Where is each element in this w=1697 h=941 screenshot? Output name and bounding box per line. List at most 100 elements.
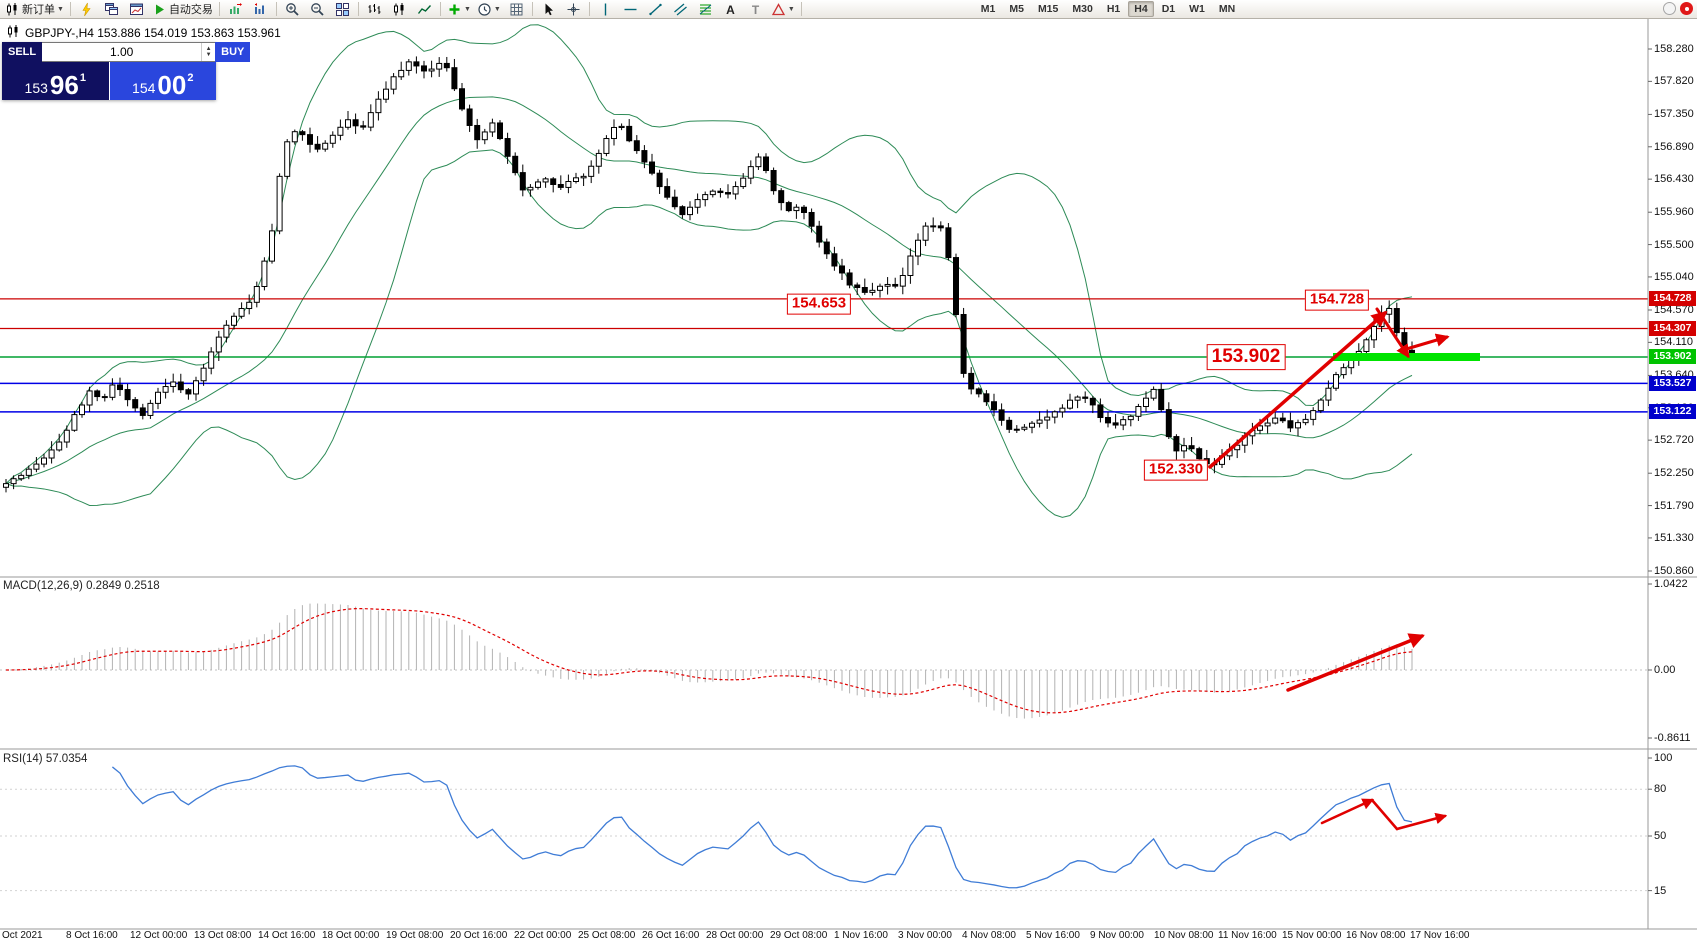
- volume-input[interactable]: [42, 43, 202, 61]
- volume-spinner[interactable]: ▲ ▼: [201, 43, 215, 61]
- sell-price-pips: 96: [49, 69, 79, 100]
- sell-price-main: 153: [24, 79, 48, 96]
- text-button[interactable]: A: [718, 0, 743, 19]
- vline-icon: [598, 2, 613, 17]
- candles-icon: [392, 2, 407, 17]
- grid-icon: [509, 2, 524, 17]
- one-click-trading-panel: SELL ▲ ▼ BUY 153 96 1 154 00 2: [2, 42, 251, 100]
- timeframe-M5[interactable]: M5: [1009, 3, 1024, 15]
- toolbar: 新订单 ▼ 自动交易 ▼ ▼ A T ▼ M1 M5 M15 M30 H1 H4 D1 W1 MN: [0, 0, 1697, 19]
- windows-icon: [104, 2, 119, 17]
- symbol-ohlc-text: GBPJPY-,H4 153.886 154.019 153.863 153.9…: [25, 26, 281, 40]
- line-chart-icon: [417, 2, 432, 17]
- trendline-button[interactable]: [643, 0, 668, 19]
- volume-field: ▲ ▼: [42, 42, 216, 62]
- buy-price[interactable]: 154 00 2: [109, 62, 216, 100]
- svg-text:T: T: [752, 3, 760, 17]
- buy-price-pips: 00: [157, 69, 187, 100]
- play-icon: [152, 2, 167, 17]
- spinner-up-icon[interactable]: ▲: [205, 46, 212, 52]
- shapes-button[interactable]: ▼: [768, 0, 798, 19]
- timeframe-H4[interactable]: H4: [1128, 1, 1154, 17]
- one-click-price-row: 153 96 1 154 00 2: [2, 62, 216, 100]
- timeframe-M1[interactable]: M1: [980, 3, 996, 15]
- auto-scroll-button[interactable]: [223, 0, 248, 19]
- auto-trading-button[interactable]: 自动交易: [149, 0, 216, 19]
- sell-price-sup: 1: [79, 72, 86, 84]
- toolbar-separator: [69, 2, 71, 16]
- chart-shift-button[interactable]: [248, 0, 273, 19]
- indicators-button[interactable]: ▼: [444, 0, 474, 19]
- timeframe-M15[interactable]: M15: [1037, 3, 1059, 15]
- label-t-icon: T: [748, 2, 763, 17]
- candlestick-chart-button[interactable]: [387, 0, 412, 19]
- auto-trading-button-label: 自动交易: [168, 4, 213, 16]
- spinner-down-icon[interactable]: ▼: [205, 52, 212, 58]
- toolbar-separator: [800, 2, 802, 16]
- chart-shift-icon: [253, 2, 268, 17]
- timeframe-MN[interactable]: MN: [1218, 3, 1236, 15]
- indicator-plus-icon: [447, 2, 462, 17]
- toolbar-separator: [439, 2, 441, 16]
- channel-button[interactable]: [668, 0, 693, 19]
- zoom-in-button[interactable]: [280, 0, 305, 19]
- auto-scroll-icon: [228, 2, 243, 17]
- timeframe-group: M1 M5 M15 M30 H1 H4 D1 W1 MN: [975, 1, 1241, 17]
- bar-chart-button[interactable]: [362, 0, 387, 19]
- fibonacci-button[interactable]: [693, 0, 718, 19]
- buy-price-sup: 2: [187, 72, 194, 84]
- toolbar-separator: [588, 2, 590, 16]
- crosshair-icon: [566, 2, 581, 17]
- channel-icon: [673, 2, 688, 17]
- sell-button[interactable]: SELL: [2, 42, 43, 62]
- templates-button[interactable]: [504, 0, 529, 19]
- buy-button[interactable]: BUY: [215, 42, 251, 62]
- tile-icon: [335, 2, 350, 17]
- candlestick-icon: [6, 24, 21, 42]
- line-chart-button[interactable]: [412, 0, 437, 19]
- toolbar-separator: [218, 2, 220, 16]
- one-click-top-row: SELL ▲ ▼ BUY: [2, 42, 251, 62]
- text-label-button[interactable]: T: [743, 0, 768, 19]
- toolbar-separator: [357, 2, 359, 16]
- fibonacci-icon: [698, 2, 713, 17]
- dropdown-caret-icon: ▼: [493, 5, 501, 13]
- horizontal-line-button[interactable]: [618, 0, 643, 19]
- one-click-trading-icon-button[interactable]: [74, 0, 99, 19]
- new-chart-button[interactable]: [124, 0, 149, 19]
- timeframe-M30[interactable]: M30: [1072, 3, 1093, 15]
- windows-button[interactable]: [99, 0, 124, 19]
- toolbar-separator: [531, 2, 533, 16]
- cursor-button[interactable]: [536, 0, 561, 19]
- chart-window-icon: [129, 2, 144, 17]
- trendline-icon: [648, 2, 663, 17]
- new-order-button[interactable]: 新订单 ▼: [2, 0, 67, 19]
- tile-windows-button[interactable]: [330, 0, 355, 19]
- timeframe-D1[interactable]: D1: [1161, 3, 1176, 15]
- notification-icon[interactable]: [1680, 2, 1693, 15]
- shapes-icon: [771, 2, 786, 17]
- svg-text:A: A: [726, 3, 735, 17]
- zoom-out-button[interactable]: [305, 0, 330, 19]
- cursor-icon: [541, 2, 556, 17]
- vertical-line-button[interactable]: [593, 0, 618, 19]
- timeframe-H1[interactable]: H1: [1106, 3, 1121, 15]
- timeframe-W1[interactable]: W1: [1189, 3, 1205, 15]
- periods-button[interactable]: ▼: [474, 0, 504, 19]
- zoom-out-icon: [310, 2, 325, 17]
- lightning-icon: [79, 2, 94, 17]
- dropdown-caret-icon: ▼: [463, 5, 471, 13]
- crosshair-button[interactable]: [561, 0, 586, 19]
- hline-icon: [623, 2, 638, 17]
- status-icons: [1663, 2, 1693, 15]
- sell-price[interactable]: 153 96 1: [2, 62, 109, 100]
- candlestick-icon: [5, 2, 20, 17]
- new-order-button-label: 新订单: [22, 4, 55, 16]
- connection-status-icon[interactable]: [1663, 2, 1676, 15]
- toolbar-separator: [275, 2, 277, 16]
- bars-icon: [367, 2, 382, 17]
- text-a-icon: A: [723, 2, 738, 17]
- zoom-in-icon: [285, 2, 300, 17]
